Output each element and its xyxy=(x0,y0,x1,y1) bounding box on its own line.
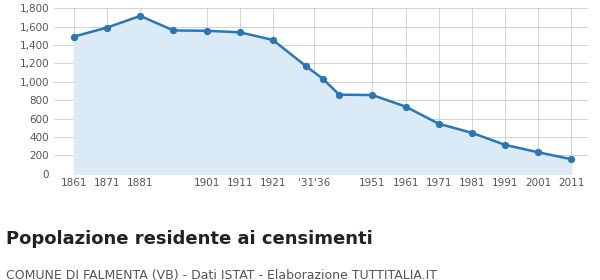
Point xyxy=(69,34,79,39)
Point xyxy=(401,104,410,109)
Point xyxy=(467,130,477,135)
Point xyxy=(566,157,576,162)
Point xyxy=(102,25,112,30)
Point xyxy=(202,29,211,33)
Point xyxy=(136,14,145,18)
Point xyxy=(334,92,344,97)
Point xyxy=(169,28,178,33)
Point xyxy=(500,143,510,147)
Point xyxy=(301,64,311,69)
Point xyxy=(434,122,443,126)
Point xyxy=(318,76,328,81)
Point xyxy=(533,150,543,155)
Point xyxy=(268,38,278,42)
Text: Popolazione residente ai censimenti: Popolazione residente ai censimenti xyxy=(6,230,373,248)
Point xyxy=(235,30,245,34)
Text: COMUNE DI FALMENTA (VB) - Dati ISTAT - Elaborazione TUTTITALIA.IT: COMUNE DI FALMENTA (VB) - Dati ISTAT - E… xyxy=(6,269,437,280)
Point xyxy=(368,93,377,97)
